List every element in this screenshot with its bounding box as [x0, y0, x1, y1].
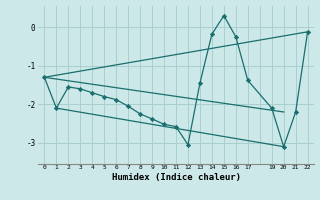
X-axis label: Humidex (Indice chaleur): Humidex (Indice chaleur)	[111, 173, 241, 182]
